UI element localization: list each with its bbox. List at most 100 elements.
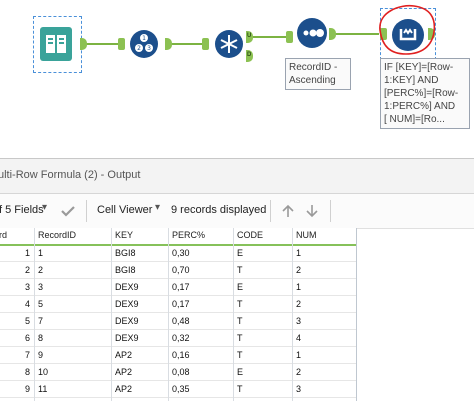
table-cell-perc[interactable]: 0,48	[172, 316, 190, 326]
table-cell-code[interactable]: T	[237, 299, 243, 309]
table-cell-n[interactable]: 5	[24, 316, 30, 326]
table-cell-n[interactable]: 7	[24, 350, 30, 360]
table-cell-num[interactable]: 2	[296, 299, 302, 309]
arrow-down-icon[interactable]	[305, 204, 319, 218]
table-cell-num[interactable]: 1	[296, 282, 302, 292]
cell-viewer-dropdown-icon[interactable]: ▾	[155, 202, 161, 213]
table-cell-code[interactable]: E	[237, 282, 244, 292]
table-row[interactable]: 8 10 AP2 0,08 E 2	[0, 365, 356, 381]
fields-dropdown-icon[interactable]: ▾	[42, 202, 48, 213]
table-cell-n[interactable]: 1	[24, 248, 30, 258]
table-cell-code[interactable]: E	[237, 248, 244, 258]
multi-row-formula-tool[interactable]	[392, 19, 424, 51]
connection-2[interactable]	[172, 43, 202, 45]
table-cell-n[interactable]: 6	[24, 333, 30, 343]
table-cell-key[interactable]: AP2	[115, 367, 133, 377]
table-cell-num[interactable]: 2	[296, 367, 302, 377]
table-cell-code[interactable]: T	[237, 265, 243, 275]
connection-1[interactable]	[87, 43, 118, 45]
results-grid[interactable]: rd RecordID KEY PERC% CODE NUM 1 1 BGI8 0,3…	[0, 228, 357, 401]
input-output-anchor[interactable]	[80, 38, 87, 50]
table-row[interactable]: 9 11 AP2 0,35 T 3	[0, 382, 356, 398]
table-cell-perc[interactable]: 0,08	[172, 367, 190, 377]
table-cell-num[interactable]: 3	[296, 384, 302, 394]
table-cell-n[interactable]: 3	[24, 282, 30, 292]
sort-annotation[interactable]: RecordID - Ascending	[285, 58, 351, 90]
table-row[interactable]: 6 8 DEX9 0,32 T 4	[0, 331, 356, 347]
table-cell-id[interactable]: 5	[38, 299, 44, 309]
table-row[interactable]: 2 2 BGI8 0,70 T 2	[0, 263, 356, 279]
table-cell-id[interactable]: 10	[38, 367, 49, 377]
table-cell-key[interactable]: AP2	[115, 384, 133, 394]
table-cell-perc[interactable]: 0,17	[172, 282, 190, 292]
multirow-output-anchor[interactable]	[428, 28, 435, 40]
input-data-tool[interactable]	[40, 27, 72, 61]
table-cell-code[interactable]: T	[237, 350, 243, 360]
table-cell-key[interactable]: DEX9	[115, 299, 139, 309]
connection-4[interactable]	[336, 33, 379, 35]
table-cell-key[interactable]: BGI8	[115, 248, 136, 258]
table-cell-key[interactable]: BGI8	[115, 265, 136, 275]
table-cell-n[interactable]: 9	[24, 384, 30, 394]
table-cell-num[interactable]: 2	[296, 265, 302, 275]
col-header-record[interactable]: rd	[0, 230, 8, 240]
sort-output-anchor[interactable]	[329, 28, 336, 40]
table-cell-id[interactable]: 11	[38, 384, 48, 394]
unique-u-anchor[interactable]	[246, 31, 253, 43]
panel-divider[interactable]	[0, 158, 474, 159]
sort-input-anchor[interactable]	[286, 31, 293, 43]
col-header-num[interactable]: NUM	[296, 230, 317, 240]
table-row[interactable]: 1 1 BGI8 0,30 E 1	[0, 246, 356, 262]
arrow-up-icon[interactable]	[281, 204, 295, 218]
table-cell-num[interactable]: 1	[296, 248, 302, 258]
table-cell-key[interactable]: DEX9	[115, 282, 139, 292]
table-cell-id[interactable]: 9	[38, 350, 44, 360]
table-cell-id[interactable]: 7	[38, 316, 44, 326]
table-row[interactable]: 4 5 DEX9 0,17 T 2	[0, 297, 356, 313]
unique-tool[interactable]	[215, 30, 243, 58]
multirow-input-anchor[interactable]	[380, 28, 387, 40]
table-cell-perc[interactable]: 0,70	[172, 265, 190, 275]
table-cell-key[interactable]: DEX9	[115, 333, 139, 343]
table-cell-perc[interactable]: 0,30	[172, 248, 190, 258]
sort-tool[interactable]	[297, 18, 327, 48]
table-cell-perc[interactable]: 0,17	[172, 299, 190, 309]
checkmark-icon[interactable]	[60, 204, 76, 218]
connection-3[interactable]	[253, 36, 286, 38]
table-cell-perc[interactable]: 0,35	[172, 384, 190, 394]
record-id-tool[interactable]: 1 2 3	[130, 30, 158, 58]
unique-d-anchor[interactable]	[246, 50, 253, 62]
cell-viewer-button[interactable]: Cell Viewer	[97, 204, 153, 216]
table-cell-perc[interactable]: 0,16	[172, 350, 190, 360]
recordid-output-anchor[interactable]	[165, 38, 172, 50]
table-cell-num[interactable]: 1	[296, 350, 302, 360]
table-row[interactable]: 3 3 DEX9 0,17 E 1	[0, 280, 356, 296]
table-cell-id[interactable]: 2	[38, 265, 44, 275]
table-cell-id[interactable]: 1	[38, 248, 44, 258]
table-cell-code[interactable]: T	[237, 316, 243, 326]
col-header-recordid[interactable]: RecordID	[38, 230, 77, 240]
table-cell-n[interactable]: 2	[24, 265, 30, 275]
table-cell-id[interactable]: 3	[38, 282, 44, 292]
recordid-input-anchor[interactable]	[118, 38, 125, 50]
unique-input-anchor[interactable]	[202, 38, 209, 50]
col-header-code[interactable]: CODE	[237, 230, 264, 240]
table-cell-code[interactable]: E	[237, 367, 244, 377]
col-header-key[interactable]: KEY	[115, 230, 134, 240]
table-cell-key[interactable]: AP2	[115, 350, 133, 360]
fields-selector[interactable]: f 5 Fields	[0, 204, 44, 216]
table-cell-perc[interactable]: 0,32	[172, 333, 190, 343]
workflow-canvas[interactable]: 1 2 3 U D RecordID - Ascending	[0, 0, 474, 158]
table-cell-code[interactable]: T	[237, 384, 243, 394]
table-cell-num[interactable]: 3	[296, 316, 302, 326]
table-cell-key[interactable]: DEX9	[115, 316, 139, 326]
table-cell-id[interactable]: 8	[38, 333, 44, 343]
table-cell-n[interactable]: 8	[24, 367, 30, 377]
table-cell-num[interactable]: 4	[296, 333, 302, 343]
table-row[interactable]: 7 9 AP2 0,16 T 1	[0, 348, 356, 364]
table-row[interactable]: 5 7 DEX9 0,48 T 3	[0, 314, 356, 330]
table-cell-code[interactable]: T	[237, 333, 243, 343]
table-cell-n[interactable]: 4	[24, 299, 30, 309]
formula-annotation[interactable]: IF [KEY]=[Row- 1:KEY] AND [PERC%]=[Row- …	[380, 58, 470, 129]
col-header-perc[interactable]: PERC%	[172, 230, 206, 240]
